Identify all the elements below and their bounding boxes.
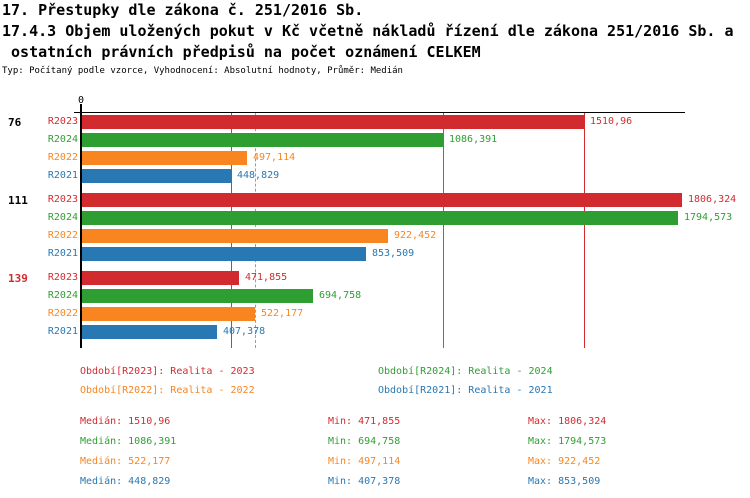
bar-row-label-R2021: R2021 xyxy=(47,170,78,181)
bar-value-label: 922,452 xyxy=(394,230,437,241)
median-line-R2023 xyxy=(584,113,585,348)
bar-row-label-R2023: R2023 xyxy=(47,272,78,283)
bar-value-label: 497,114 xyxy=(253,152,296,163)
stat-median-R2021: Medián: 448,829 xyxy=(80,476,171,487)
bar-value-label: 1086,391 xyxy=(449,134,498,145)
legend-item-1: Období[R2024]: Realita - 2024 xyxy=(378,366,553,377)
bar-row-label-R2022: R2022 xyxy=(47,230,78,241)
bar-value-label: 471,855 xyxy=(245,272,288,283)
bar-row-label-R2023: R2023 xyxy=(47,194,78,205)
bar-R2023-group3 xyxy=(82,271,239,285)
bar-R2024-group1 xyxy=(82,133,443,147)
legend-item-3: Období[R2021]: Realita - 2021 xyxy=(378,385,553,396)
bar-value-label: 522,177 xyxy=(261,308,304,319)
bar-R2023-group2 xyxy=(82,193,682,207)
bar-R2022-group1 xyxy=(82,151,247,165)
bar-R2023-group1 xyxy=(82,115,584,129)
bar-R2021-group1 xyxy=(82,169,231,183)
stat-min-R2024: Min: 694,758 xyxy=(328,436,401,447)
bar-row-label-R2024: R2024 xyxy=(47,290,78,301)
group-label: 111 xyxy=(8,194,28,207)
stat-max-R2021: Max: 853,509 xyxy=(528,476,601,487)
stat-max-R2024: Max: 1794,573 xyxy=(528,436,607,447)
bar-R2024-group3 xyxy=(82,289,313,303)
bar-row-label-R2021: R2021 xyxy=(47,248,78,259)
bar-value-label: 694,758 xyxy=(319,290,362,301)
axis-baseline xyxy=(80,104,82,348)
bar-value-label: 853,509 xyxy=(372,248,415,259)
bar-value-label: 448,829 xyxy=(237,170,280,181)
stat-median-R2022: Medián: 522,177 xyxy=(80,456,171,467)
bar-R2021-group2 xyxy=(82,247,366,261)
median-line-R2024 xyxy=(443,113,444,348)
legend-item-0: Období[R2023]: Realita - 2023 xyxy=(80,366,255,377)
stat-median-R2024: Medián: 1086,391 xyxy=(80,436,177,447)
page-title-line2: 17.4.3 Objem uložených pokut v Kč včetně… xyxy=(2,22,734,40)
group-label: 76 xyxy=(8,116,22,129)
bar-row-label-R2024: R2024 xyxy=(47,134,78,145)
bar-R2021-group3 xyxy=(82,325,217,339)
bar-row-label-R2023: R2023 xyxy=(47,116,78,127)
legend-item-2: Období[R2022]: Realita - 2022 xyxy=(80,385,255,396)
stat-median-R2023: Medián: 1510,96 xyxy=(80,416,171,427)
bar-R2024-group2 xyxy=(82,211,678,225)
axis-origin-label: 0 xyxy=(77,95,85,106)
bar-value-label: 1510,96 xyxy=(590,116,633,127)
bar-value-label: 1806,324 xyxy=(688,194,737,205)
stat-min-R2021: Min: 407,378 xyxy=(328,476,401,487)
bar-row-label-R2022: R2022 xyxy=(47,308,78,319)
stat-max-R2022: Max: 922,452 xyxy=(528,456,601,467)
bar-value-label: 1794,573 xyxy=(684,212,733,223)
stat-min-R2022: Min: 497,114 xyxy=(328,456,401,467)
bar-row-label-R2022: R2022 xyxy=(47,152,78,163)
bar-row-label-R2024: R2024 xyxy=(47,212,78,223)
chart-meta-line: Typ: Počítaný podle vzorce, Vyhodnocení:… xyxy=(2,66,403,76)
group-label: 139 xyxy=(8,272,28,285)
page-title-line3: ostatních právních předpisů na počet ozn… xyxy=(2,43,481,61)
axis-top-line xyxy=(74,112,685,113)
stat-max-R2023: Max: 1806,324 xyxy=(528,416,607,427)
stat-min-R2023: Min: 471,855 xyxy=(328,416,401,427)
bar-row-label-R2021: R2021 xyxy=(47,326,78,337)
bar-R2022-group3 xyxy=(82,307,255,321)
page-title-line1: 17. Přestupky dle zákona č. 251/2016 Sb. xyxy=(2,1,364,19)
bar-R2022-group2 xyxy=(82,229,388,243)
bar-value-label: 407,378 xyxy=(223,326,266,337)
